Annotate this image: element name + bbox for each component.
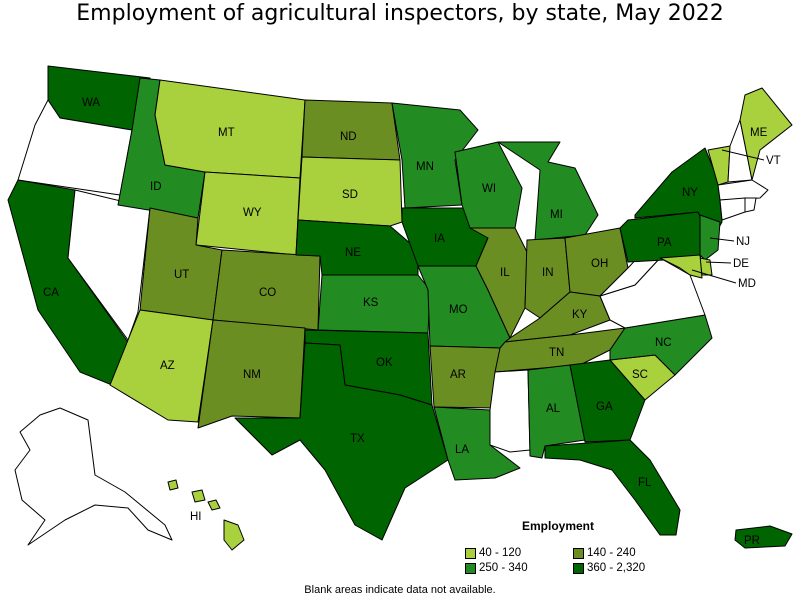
state-PR[interactable] <box>734 525 793 549</box>
state-GA[interactable] <box>569 359 646 443</box>
svg-text:MD: MD <box>738 278 756 290</box>
svg-text:IL: IL <box>500 267 510 279</box>
legend-label-3: 250 - 340 <box>479 562 528 574</box>
state-NY[interactable] <box>634 147 723 241</box>
state-labels: WA MT ID ND MN SD WI WY MI NE IA UT CO K… <box>43 97 781 547</box>
svg-text:PR: PR <box>744 535 760 547</box>
svg-text:AL: AL <box>546 403 561 415</box>
legend-label-2: 140 - 240 <box>587 547 636 559</box>
legend-swatch-2 <box>573 548 584 559</box>
svg-text:WY: WY <box>243 207 262 219</box>
svg-text:MT: MT <box>218 127 235 139</box>
svg-text:UT: UT <box>174 269 189 281</box>
svg-text:DE: DE <box>733 258 749 270</box>
state-NM[interactable] <box>197 319 306 429</box>
svg-text:CO: CO <box>259 287 276 299</box>
svg-text:AZ: AZ <box>160 360 175 372</box>
svg-text:NY: NY <box>682 187 698 199</box>
svg-text:PA: PA <box>657 237 672 249</box>
legend-title: Employment <box>522 519 595 533</box>
state-ND[interactable] <box>301 99 401 161</box>
state-MS[interactable] <box>489 369 531 453</box>
svg-text:WA: WA <box>82 97 100 109</box>
legend-label-1: 40 - 120 <box>479 547 522 559</box>
state-TX[interactable] <box>234 342 449 541</box>
svg-text:NC: NC <box>655 337 672 349</box>
svg-text:HI: HI <box>190 511 202 523</box>
svg-text:ME: ME <box>750 127 768 139</box>
state-MD[interactable] <box>659 254 703 279</box>
map-title: Employment of agricultural inspectors, b… <box>76 1 724 26</box>
svg-text:IN: IN <box>542 267 554 279</box>
legend-swatch-4 <box>573 563 584 574</box>
svg-text:AR: AR <box>450 369 466 381</box>
state-AK[interactable] <box>14 407 173 546</box>
state-HI[interactable] <box>167 479 245 551</box>
svg-text:FL: FL <box>638 477 652 489</box>
state-SD[interactable] <box>297 156 403 227</box>
state-MN[interactable] <box>391 102 479 209</box>
svg-text:OK: OK <box>376 357 393 369</box>
state-MA[interactable] <box>717 179 769 201</box>
svg-text:KS: KS <box>363 297 379 309</box>
svg-text:MI: MI <box>550 209 563 221</box>
svg-text:SC: SC <box>632 369 648 381</box>
svg-text:ND: ND <box>340 131 357 143</box>
svg-text:WI: WI <box>482 183 496 195</box>
state-CT[interactable] <box>719 197 746 221</box>
svg-text:NM: NM <box>243 369 261 381</box>
svg-text:MO: MO <box>449 304 468 316</box>
footnote: Blank areas indicate data not available. <box>304 584 496 596</box>
state-NJ[interactable] <box>699 214 721 261</box>
svg-text:MN: MN <box>416 161 434 173</box>
svg-text:GA: GA <box>596 401 613 413</box>
svg-text:IA: IA <box>434 233 445 245</box>
svg-text:LA: LA <box>455 444 469 456</box>
svg-text:VT: VT <box>766 155 781 167</box>
svg-text:SD: SD <box>342 189 358 201</box>
legend-swatch-1 <box>465 548 476 559</box>
svg-text:KY: KY <box>572 309 588 321</box>
legend-label-4: 360 - 2,320 <box>587 562 646 574</box>
state-FL[interactable] <box>544 439 681 536</box>
svg-text:TN: TN <box>549 347 564 359</box>
svg-text:TX: TX <box>350 433 365 445</box>
svg-text:NJ: NJ <box>736 236 750 248</box>
svg-text:CA: CA <box>43 287 59 299</box>
state-MI[interactable] <box>497 141 599 241</box>
legend-swatch-3 <box>465 563 476 574</box>
svg-text:OH: OH <box>591 258 608 270</box>
state-RI[interactable] <box>744 197 757 213</box>
svg-text:ID: ID <box>150 181 162 193</box>
svg-text:NE: NE <box>345 247 361 259</box>
